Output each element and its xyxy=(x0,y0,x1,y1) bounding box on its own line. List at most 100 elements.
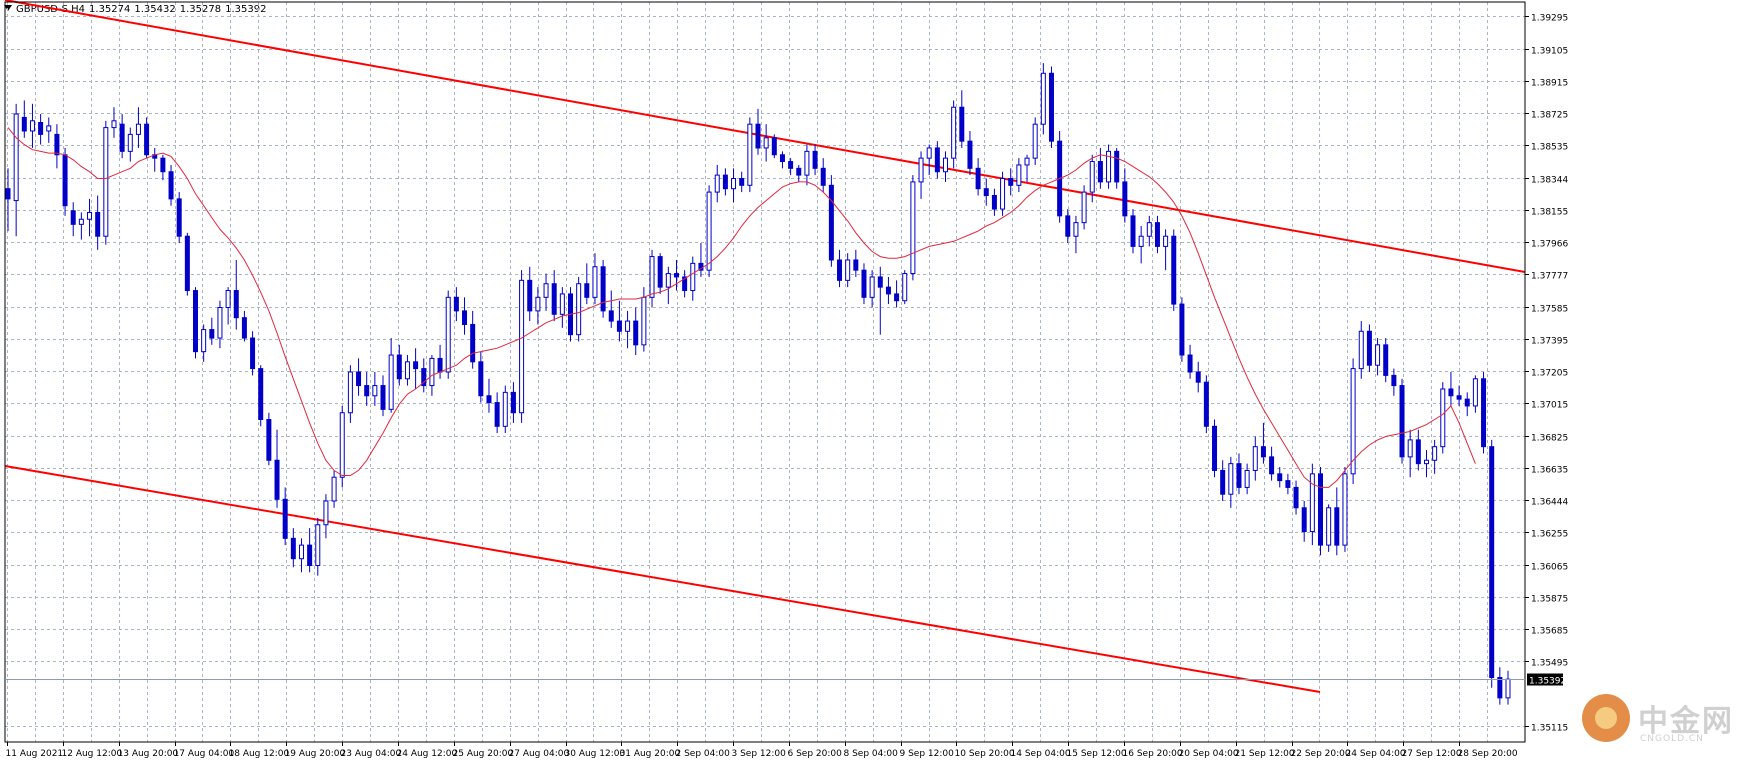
candle[interactable] xyxy=(543,273,549,311)
candle[interactable] xyxy=(910,175,916,281)
candle[interactable] xyxy=(1383,338,1389,383)
candle[interactable] xyxy=(576,276,582,342)
candle[interactable] xyxy=(706,185,712,277)
candle[interactable] xyxy=(290,528,296,568)
candle[interactable] xyxy=(201,324,207,362)
candle[interactable] xyxy=(943,151,948,182)
candle[interactable] xyxy=(1464,392,1470,417)
candle[interactable] xyxy=(266,412,272,466)
candle[interactable] xyxy=(739,171,745,193)
candle[interactable] xyxy=(934,141,940,179)
candle[interactable] xyxy=(1040,63,1046,135)
candle[interactable] xyxy=(1016,158,1022,193)
candle[interactable] xyxy=(274,429,280,508)
candle[interactable] xyxy=(54,124,60,169)
candle[interactable] xyxy=(1375,338,1381,376)
candle[interactable] xyxy=(877,266,883,335)
candle[interactable] xyxy=(804,144,810,186)
candle[interactable] xyxy=(1318,467,1323,556)
candle[interactable] xyxy=(918,151,924,199)
candle[interactable] xyxy=(1057,130,1063,223)
candle[interactable] xyxy=(1179,297,1185,362)
candle[interactable] xyxy=(1130,209,1136,254)
candle[interactable] xyxy=(233,259,239,330)
candle[interactable] xyxy=(5,168,11,232)
candle[interactable] xyxy=(453,287,459,322)
candle[interactable] xyxy=(78,212,84,240)
candle[interactable] xyxy=(649,249,655,308)
candle[interactable] xyxy=(796,164,802,182)
candle[interactable] xyxy=(1366,324,1372,372)
candle[interactable] xyxy=(1472,375,1478,413)
candle[interactable] xyxy=(1350,358,1356,485)
candle[interactable] xyxy=(217,300,223,349)
candle[interactable] xyxy=(926,144,932,176)
candle[interactable] xyxy=(1032,117,1038,165)
candle[interactable] xyxy=(869,270,875,308)
candle[interactable] xyxy=(894,280,900,308)
candle[interactable] xyxy=(812,144,818,176)
candle[interactable] xyxy=(29,103,35,148)
candle[interactable] xyxy=(519,270,525,423)
candle[interactable] xyxy=(478,351,484,403)
candle[interactable] xyxy=(559,287,565,328)
candle[interactable] xyxy=(1301,500,1307,542)
candle[interactable] xyxy=(364,372,370,406)
candle[interactable] xyxy=(1358,321,1364,379)
candle[interactable] xyxy=(657,253,663,294)
candle[interactable] xyxy=(1497,667,1503,705)
candle[interactable] xyxy=(1097,147,1103,189)
candle[interactable] xyxy=(698,243,704,277)
candle[interactable] xyxy=(527,266,533,322)
candle[interactable] xyxy=(307,528,313,573)
candle[interactable] xyxy=(184,232,190,296)
candle[interactable] xyxy=(747,117,753,193)
candle[interactable] xyxy=(1008,168,1014,196)
candle[interactable] xyxy=(510,382,516,423)
candle[interactable] xyxy=(1285,473,1291,495)
candle[interactable] xyxy=(616,300,622,342)
candle[interactable] xyxy=(1154,215,1160,254)
candle[interactable] xyxy=(1277,467,1283,488)
candle[interactable] xyxy=(853,249,859,277)
candle[interactable] xyxy=(788,158,794,176)
candle[interactable] xyxy=(445,290,451,379)
candle[interactable] xyxy=(625,310,631,349)
candle[interactable] xyxy=(111,107,117,138)
candle[interactable] xyxy=(331,470,337,508)
candle[interactable] xyxy=(323,494,329,539)
candle[interactable] xyxy=(1228,456,1234,508)
candle[interactable] xyxy=(731,168,737,203)
candle[interactable] xyxy=(1252,436,1258,481)
candle[interactable] xyxy=(592,253,598,305)
candle[interactable] xyxy=(1448,372,1454,406)
candle[interactable] xyxy=(258,365,264,427)
candle[interactable] xyxy=(127,127,133,162)
candle[interactable] xyxy=(380,375,386,417)
candle[interactable] xyxy=(959,90,965,148)
upper-trend-line[interactable] xyxy=(4,0,1526,273)
candle[interactable] xyxy=(1505,670,1511,705)
candle[interactable] xyxy=(356,358,362,396)
candle[interactable] xyxy=(885,276,891,305)
candle[interactable] xyxy=(1293,480,1299,515)
candle[interactable] xyxy=(1081,185,1087,230)
candle[interactable] xyxy=(1334,487,1340,556)
candle[interactable] xyxy=(437,344,443,379)
candle[interactable] xyxy=(828,175,834,267)
candle[interactable] xyxy=(633,307,639,356)
candle[interactable] xyxy=(1212,419,1218,478)
candle[interactable] xyxy=(1432,439,1438,474)
candle[interactable] xyxy=(1171,229,1177,311)
candle[interactable] xyxy=(388,338,394,413)
candle[interactable] xyxy=(983,178,989,206)
candle[interactable] xyxy=(665,266,671,305)
candle[interactable] xyxy=(1399,378,1405,464)
candle[interactable] xyxy=(1236,453,1242,495)
candle[interactable] xyxy=(535,287,541,325)
candle[interactable] xyxy=(70,202,76,237)
candle[interactable] xyxy=(176,192,182,244)
candle[interactable] xyxy=(298,538,304,573)
candle[interactable] xyxy=(209,317,215,345)
candle[interactable] xyxy=(1456,385,1462,406)
